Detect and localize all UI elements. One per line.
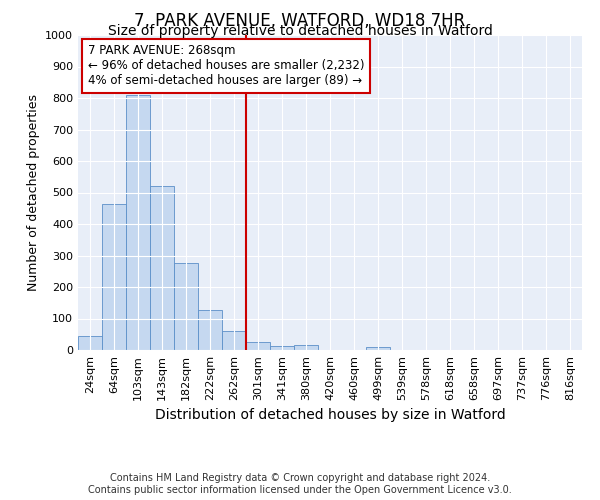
Text: Size of property relative to detached houses in Watford: Size of property relative to detached ho… — [107, 24, 493, 38]
Bar — [294, 346, 318, 350]
Y-axis label: Number of detached properties: Number of detached properties — [26, 94, 40, 291]
Bar — [270, 346, 294, 350]
Text: 7, PARK AVENUE, WATFORD, WD18 7HR: 7, PARK AVENUE, WATFORD, WD18 7HR — [134, 12, 466, 30]
Bar — [198, 310, 222, 350]
Bar — [150, 186, 174, 350]
X-axis label: Distribution of detached houses by size in Watford: Distribution of detached houses by size … — [155, 408, 505, 422]
Bar — [126, 95, 150, 350]
Bar — [102, 204, 126, 350]
Bar — [222, 331, 246, 350]
Bar — [246, 342, 270, 350]
Text: 7 PARK AVENUE: 268sqm
← 96% of detached houses are smaller (2,232)
4% of semi-de: 7 PARK AVENUE: 268sqm ← 96% of detached … — [88, 44, 365, 88]
Bar — [78, 336, 102, 350]
Bar — [366, 347, 390, 350]
Bar — [174, 264, 198, 350]
Text: Contains HM Land Registry data © Crown copyright and database right 2024.
Contai: Contains HM Land Registry data © Crown c… — [88, 474, 512, 495]
